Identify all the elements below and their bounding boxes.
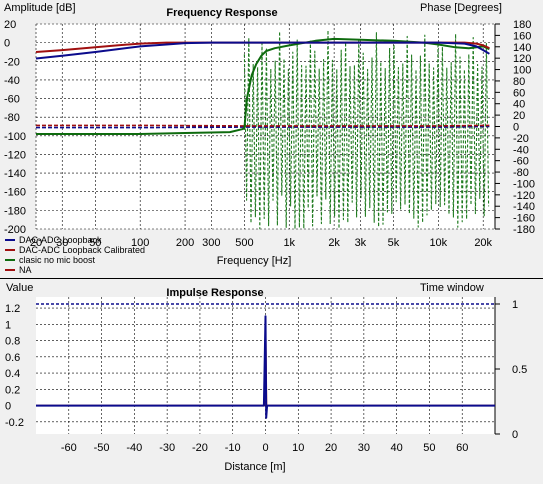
- freq-x-tick-label: 200: [176, 237, 194, 249]
- freq-series: [35, 29, 490, 230]
- freq-y-tick-labels: 20 0 -20 -40 -60 -80 -100 -120 -140 -160 -180 -200: [4, 19, 26, 236]
- imp-x-tick-label: -10: [225, 442, 241, 454]
- freq-y2-tick-label: 180: [513, 19, 531, 31]
- imp-x-tick-label: -30: [159, 442, 175, 454]
- legend-label: DAC-ADC Loopback Calibrated: [19, 245, 145, 255]
- freq-y-tick-label: -120: [4, 149, 26, 161]
- freq-y2-tick-label: -180: [513, 224, 535, 236]
- legend-label: clasic no mic boost: [19, 255, 96, 265]
- freq-x-tick-label: 50: [89, 237, 101, 249]
- freq-y-tick-label: -180: [4, 205, 26, 217]
- freq-x-tick-labels: 20 30 50 100 200 300 500 1k 2k 3k 5k 10k 20k: [30, 237, 493, 249]
- freq-x-tick-label: 5k: [388, 237, 400, 249]
- imp-y2-axis-label: Time window: [420, 282, 484, 294]
- imp-x-tick-label: 20: [325, 442, 337, 454]
- imp-x-tick-label: -20: [192, 442, 208, 454]
- freq-x-tick-label: 2k: [328, 237, 340, 249]
- freq-y2-tick-label: 40: [513, 99, 525, 111]
- imp-y-tick-labels: 1.2 1 0.8 0.6 0.4 0.2 0 -0.2: [5, 303, 24, 429]
- legend-label: NA: [19, 265, 32, 275]
- imp-y-axis-label: Value: [6, 282, 33, 294]
- series-calibrated-phase: [36, 124, 490, 127]
- imp-x-tick-label: 30: [358, 442, 370, 454]
- freq-y2-tick-label: -40: [513, 144, 529, 156]
- freq-x-tick-label: 1k: [283, 237, 295, 249]
- freq-x-tick-label: 30: [56, 237, 68, 249]
- freq-x-tick-label: 500: [235, 237, 253, 249]
- freq-y-tick-label: -20: [4, 56, 20, 68]
- freq-y2-tick-label: -140: [513, 201, 535, 213]
- imp-x-tick-labels: -60 -50 -40 -30 -20 -10 0 10 20 30 40 50 60: [61, 442, 469, 454]
- imp-x-tick-label: 0: [262, 442, 268, 454]
- freq-x-tick-label: 20k: [474, 237, 492, 249]
- freq-y-tick-label: 20: [4, 19, 16, 31]
- imp-y-tick-label: 0.2: [5, 384, 20, 396]
- legend-label: DAC-ADC Loopback: [19, 235, 102, 245]
- imp-x-tick-label: 50: [423, 442, 435, 454]
- imp-x-tick-label: 40: [391, 442, 403, 454]
- freq-y2-tick-label: 0: [513, 122, 519, 134]
- freq-y2-tick-label: 80: [513, 76, 525, 88]
- imp-x-tick-label: 10: [292, 442, 304, 454]
- freq-x-axis-label: Frequency [Hz]: [217, 255, 292, 267]
- series-clasic-phase: [243, 29, 490, 230]
- freq-x-tick-label: 20: [30, 237, 42, 249]
- freq-y2-tick-labels: 180160140120100806040200-20-40-60-80-100…: [495, 19, 535, 236]
- imp-y2-tick-label: 0.5: [512, 364, 527, 376]
- imp-x-tick-label: 60: [456, 442, 468, 454]
- series-loopback-phase: [36, 125, 490, 129]
- impulse-response-panel: -60 -50 -40 -30 -20 -10 0 10 20 30 40 50 60 1.210.80…: [5, 282, 527, 473]
- series-loopback-impulse: [36, 315, 495, 419]
- freq-y2-tick-label: 60: [513, 87, 525, 99]
- imp-y2-tick-label: 0: [512, 429, 518, 441]
- imp-y2-tick-label: 1: [512, 299, 518, 311]
- freq-x-tick-label: 10k: [429, 237, 447, 249]
- freq-y-tick-label: -100: [4, 131, 26, 143]
- imp-y-tick-label: 0: [5, 401, 11, 413]
- imp-y-tick-label: 0.4: [5, 368, 20, 380]
- imp-y-tick-label: 1: [5, 319, 11, 331]
- freq-y-tick-label: -40: [4, 75, 20, 87]
- freq-y-tick-label: -80: [4, 112, 20, 124]
- freq-y2-tick-label: 140: [513, 42, 531, 54]
- freq-y2-tick-label: -120: [513, 190, 535, 202]
- imp-y-tick-label: 1.2: [5, 303, 20, 315]
- imp-y-tick-label: -0.2: [5, 417, 24, 429]
- series-clasic-amplitude: [36, 37, 490, 135]
- freq-y2-tick-label: 160: [513, 30, 531, 42]
- freq-y-axis-label: Amplitude [dB]: [4, 2, 76, 14]
- freq-y2-tick-label: -100: [513, 178, 535, 190]
- imp-y-tick-label: 0.6: [5, 352, 20, 364]
- imp-x-axis-label: Distance [m]: [224, 461, 285, 473]
- freq-y2-axis-label: Phase [Degrees]: [420, 2, 502, 14]
- freq-y2-tick-label: -80: [513, 167, 529, 179]
- imp-chart-title: Impulse Response: [166, 287, 263, 299]
- freq-y-tick-label: -200: [4, 224, 26, 236]
- freq-y-tick-label: -60: [4, 94, 20, 106]
- freq-y-tick-label: -160: [4, 187, 26, 199]
- imp-x-tick-label: -50: [94, 442, 110, 454]
- freq-y2-tick-label: 20: [513, 110, 525, 122]
- freq-y2-tick-label: -160: [513, 213, 535, 225]
- imp-x-tick-label: -60: [61, 442, 77, 454]
- series-loopback-amplitude: [35, 41, 490, 60]
- freq-x-tick-label: 100: [131, 237, 149, 249]
- imp-y2-tick-labels: 10.50: [495, 299, 527, 441]
- freq-x-tick-label: 3k: [355, 237, 367, 249]
- frequency-response-panel: 20 30 50 100 200 300 500 1k 2k 3k 5k 10k 20k 200-20-…: [4, 2, 535, 275]
- imp-series: [36, 303, 495, 419]
- freq-y2-tick-label: 120: [513, 53, 531, 65]
- imp-y-tick-label: 0.8: [5, 336, 20, 348]
- freq-y2-tick-label: -20: [513, 133, 529, 145]
- freq-y2-tick-label: -60: [513, 156, 529, 168]
- freq-y-tick-label: 0: [4, 38, 10, 50]
- freq-x-tick-label: 300: [202, 237, 220, 249]
- freq-y2-tick-label: 100: [513, 65, 531, 77]
- freq-y-tick-label: -140: [4, 168, 26, 180]
- imp-x-tick-label: -40: [126, 442, 142, 454]
- freq-chart-title: Frequency Response: [166, 7, 277, 19]
